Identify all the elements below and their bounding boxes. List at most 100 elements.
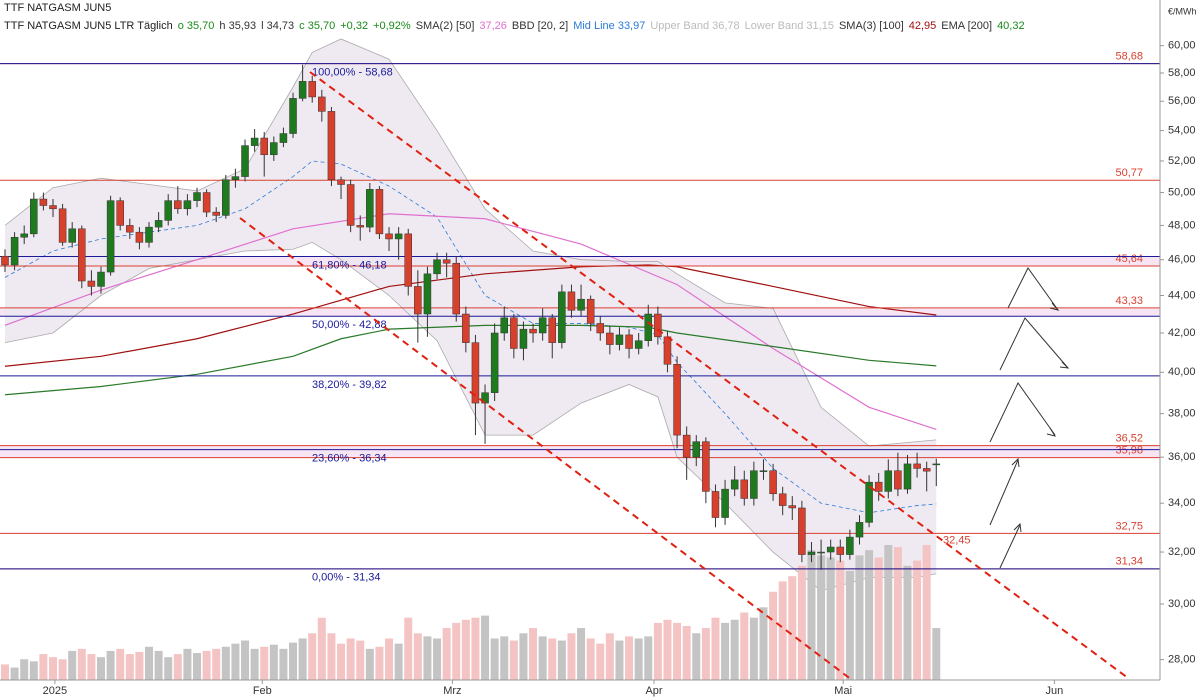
candle-body — [740, 479, 749, 499]
candle-body — [1, 255, 9, 266]
unit-label: €/MWh — [1168, 6, 1197, 16]
volume-bar — [519, 633, 528, 680]
y-tick-label: 36,00 — [1168, 451, 1196, 463]
fib-label: 61,80% - 46,18 — [312, 259, 387, 271]
volume-bar — [212, 648, 221, 680]
candle-body — [58, 208, 67, 243]
candle-body — [702, 441, 710, 492]
volume-bar — [29, 661, 38, 680]
candle-body — [346, 184, 355, 226]
arrow-head — [1046, 427, 1057, 437]
candle-body — [87, 280, 96, 287]
volume-bar — [682, 626, 691, 680]
band-mid — [4, 160, 937, 514]
candle-body — [279, 133, 288, 143]
candle-body — [222, 179, 230, 216]
y-tick-label: 54,00 — [1168, 124, 1196, 136]
candle-body — [855, 522, 864, 538]
y-tick-label: 48,00 — [1168, 219, 1196, 231]
x-tick-label: 2025 — [43, 685, 67, 697]
arrow-path — [989, 382, 1056, 443]
level-zone — [0, 445, 1160, 458]
candle-body — [788, 505, 797, 509]
candle-body — [298, 81, 307, 99]
y-tick-label: 52,00 — [1168, 155, 1196, 167]
volume-bar — [317, 617, 326, 680]
candle-body — [903, 463, 912, 490]
x-tick-label: Apr — [645, 685, 662, 697]
legend-entry: Lower Band 31,15 — [744, 20, 834, 32]
candle-body — [711, 491, 720, 518]
candle-body — [356, 225, 364, 228]
volume-bar — [644, 636, 653, 680]
volume-bar — [567, 633, 576, 680]
volume-bar — [77, 648, 86, 680]
volume-bar — [481, 615, 490, 680]
volume-bar — [778, 581, 787, 680]
candle-body — [154, 220, 163, 228]
drawings — [239, 71, 1129, 681]
fib-label: 23,60% - 36,34 — [312, 452, 387, 464]
volume-bar — [97, 657, 106, 680]
volume-bar — [615, 640, 624, 680]
level-label: 45,64 — [1115, 253, 1143, 265]
candle-body — [586, 298, 595, 324]
candle-body — [337, 179, 345, 185]
legend-entry: h 35,93 — [219, 20, 257, 32]
volume-bar — [173, 654, 182, 680]
candle-body — [750, 470, 758, 499]
candle-body — [548, 317, 557, 343]
volume-bar — [692, 633, 701, 680]
candle-body — [250, 137, 259, 146]
candle-body — [20, 233, 28, 238]
volume-bar — [884, 545, 893, 680]
volume-bar — [289, 642, 298, 680]
x-tick-label: Mrz — [443, 685, 461, 697]
candle-body — [817, 551, 825, 554]
annotation: 32,45 — [943, 535, 971, 547]
volume-bar — [759, 607, 768, 680]
level-label: 32,75 — [1115, 520, 1143, 532]
volume-bar — [413, 633, 422, 680]
volume-bar — [701, 628, 710, 680]
volume-bar — [241, 640, 250, 680]
candle-body — [663, 336, 672, 365]
candle-body — [318, 96, 326, 112]
volume-bar — [836, 560, 845, 680]
candle-body — [471, 342, 480, 404]
legend-entry: 42,95 — [908, 20, 937, 32]
volume-bar — [250, 648, 259, 680]
candle-body — [135, 231, 144, 243]
volume-bar — [375, 646, 384, 680]
volume-bar — [154, 650, 163, 680]
candle-body — [308, 81, 316, 98]
volume-bar — [337, 643, 346, 680]
volume-bar — [231, 643, 240, 680]
volume-bar — [87, 654, 96, 680]
volume-bar — [20, 659, 29, 680]
candle-body — [894, 470, 902, 490]
candle-body — [634, 340, 643, 349]
candle-body — [481, 392, 489, 404]
legend-entry: EMA [200] — [941, 20, 993, 32]
level-label: 43,33 — [1115, 295, 1143, 307]
volume-bar — [538, 636, 547, 680]
volume-bar — [913, 560, 922, 680]
candle-body — [865, 481, 873, 523]
level-label: 36,52 — [1115, 433, 1143, 445]
trend-line — [309, 71, 1129, 679]
volume-bar — [865, 550, 874, 680]
volume-bar — [817, 555, 826, 680]
volume-bar — [346, 638, 355, 680]
candle-body — [212, 211, 220, 216]
volume-bar — [509, 640, 518, 680]
candle-body — [922, 468, 931, 472]
volume-bar — [423, 636, 432, 680]
volume-bar — [116, 648, 125, 680]
volume-bar — [673, 622, 682, 680]
candle-body — [68, 228, 76, 243]
candle-body — [385, 233, 393, 240]
volume-bar — [740, 612, 749, 680]
volume-bar — [903, 565, 912, 680]
candle-body — [126, 225, 134, 233]
